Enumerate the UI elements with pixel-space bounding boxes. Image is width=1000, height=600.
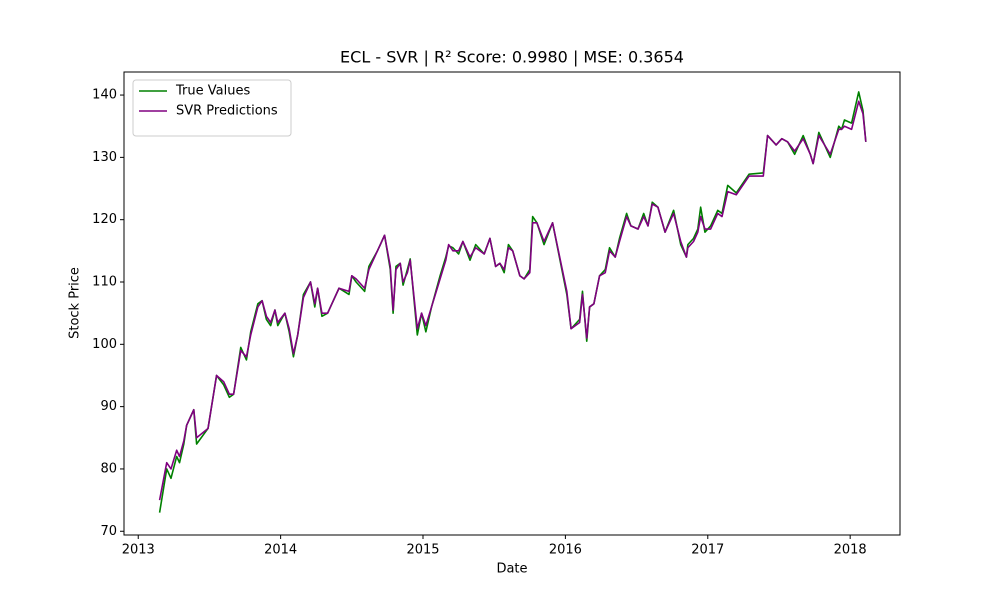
series-line (158, 91, 867, 513)
x-tick-label: 2013 (122, 543, 155, 558)
y-tick-label: 70 (100, 524, 117, 539)
chart-title: ECL - SVR | R² Score: 0.9980 | MSE: 0.36… (340, 48, 684, 67)
axes-frame (123, 71, 901, 536)
y-tick-label: 110 (92, 275, 117, 290)
y-tick-label: 80 (100, 461, 117, 476)
y-tick-label: 120 (92, 212, 117, 227)
x-tick-label: 2014 (264, 543, 297, 558)
x-tick-label: 2017 (691, 543, 724, 558)
x-tick-label: 2018 (834, 543, 867, 558)
x-tick-label: 2016 (549, 543, 582, 558)
series-line (158, 100, 867, 501)
y-tick-label: 90 (100, 399, 117, 414)
y-tick-label: 100 (92, 337, 117, 352)
legend: True Values SVR Predictions (132, 79, 292, 137)
x-tick-label: 2015 (406, 543, 439, 558)
y-axis-label: Stock Price (68, 267, 83, 339)
y-tick-label: 130 (92, 150, 117, 165)
legend-label: SVR Predictions (176, 104, 278, 119)
legend-box (132, 79, 292, 137)
y-tick-label: 140 (92, 88, 117, 103)
legend-label: True Values (175, 84, 250, 99)
x-axis-label: Date (496, 562, 527, 577)
